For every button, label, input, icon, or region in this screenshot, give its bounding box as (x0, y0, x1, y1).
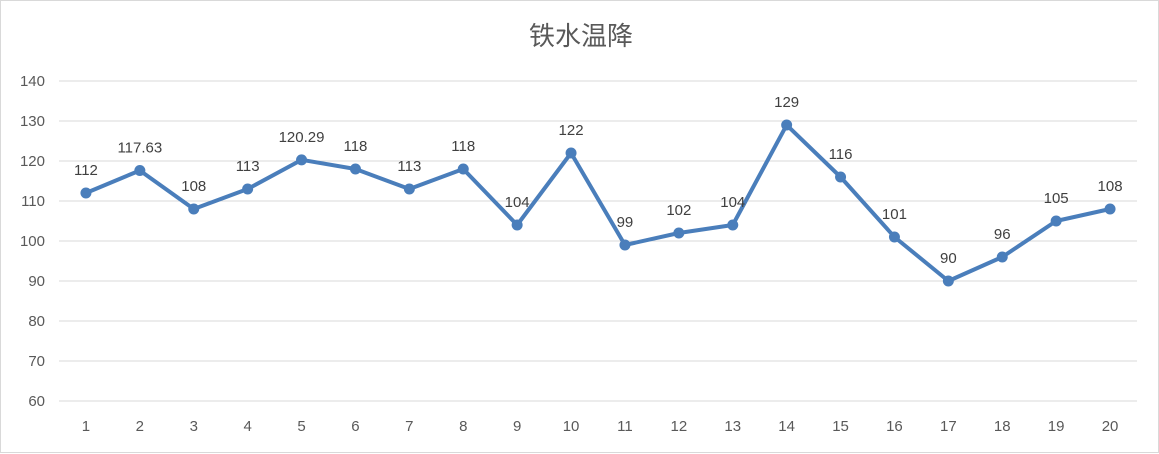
x-tick-label: 3 (190, 418, 198, 435)
data-label: 102 (666, 202, 691, 219)
series-group (80, 119, 1116, 287)
data-point (403, 183, 415, 195)
x-tick-label: 9 (513, 418, 521, 435)
data-point (1050, 215, 1062, 227)
data-point (619, 239, 631, 251)
x-tick-label: 17 (940, 418, 957, 435)
gridlines (59, 80, 1137, 402)
x-tick-label: 10 (563, 418, 580, 435)
x-tick-label: 18 (994, 418, 1011, 435)
data-point (781, 119, 793, 131)
x-tick-label: 7 (405, 418, 413, 435)
data-label: 90 (940, 250, 957, 267)
data-point (996, 251, 1008, 263)
x-tick-label: 11 (617, 418, 633, 435)
series-line (83, 123, 1113, 283)
data-label: 129 (774, 94, 799, 111)
data-point (349, 163, 361, 175)
data-point (242, 183, 254, 195)
data-point (1104, 203, 1116, 215)
data-point (942, 275, 954, 287)
data-label: 104 (505, 194, 530, 211)
x-tick-label: 8 (459, 418, 467, 435)
data-label: 120.29 (279, 129, 325, 146)
data-labels: 112 117.63 108 113 120.29 118 113 118 104 122 99 10… (74, 94, 1123, 267)
data-label: 117.63 (117, 139, 162, 156)
data-point (565, 147, 577, 159)
data-label: 113 (236, 158, 260, 175)
data-point (296, 154, 308, 166)
data-point (188, 203, 200, 215)
x-tick-label: 5 (297, 418, 305, 435)
y-tick-label: 60 (28, 393, 45, 410)
data-point (80, 187, 92, 199)
x-axis-ticks: 1 2 3 4 5 6 7 8 9 10 11 12 13 14 15 16 17 18 19 20 (82, 418, 1119, 435)
data-label: 99 (617, 214, 634, 231)
y-tick-label: 120 (20, 153, 45, 170)
data-label: 118 (343, 138, 367, 155)
y-tick-label: 140 (20, 73, 45, 90)
data-label: 96 (994, 226, 1011, 243)
data-point (727, 219, 739, 231)
data-point (673, 227, 685, 239)
x-tick-label: 1 (82, 418, 90, 435)
data-label: 101 (882, 206, 907, 223)
y-axis-ticks: 60 70 80 90 100 110 120 130 140 (20, 73, 45, 410)
data-label: 104 (720, 194, 745, 211)
data-point (511, 219, 523, 231)
data-label: 108 (181, 178, 206, 195)
data-label: 105 (1044, 190, 1069, 207)
x-tick-label: 16 (886, 418, 903, 435)
x-tick-label: 13 (724, 418, 741, 435)
data-label: 113 (397, 158, 421, 175)
x-tick-label: 15 (832, 418, 849, 435)
data-label: 118 (451, 138, 475, 155)
data-point (888, 231, 900, 243)
data-label: 108 (1098, 178, 1123, 195)
data-label: 116 (829, 146, 853, 163)
data-point (134, 164, 146, 176)
x-tick-label: 2 (136, 418, 144, 435)
y-tick-label: 70 (28, 353, 45, 370)
x-tick-label: 20 (1102, 418, 1119, 435)
x-tick-label: 19 (1048, 418, 1065, 435)
data-label: 112 (74, 162, 98, 179)
x-tick-label: 6 (351, 418, 359, 435)
x-tick-label: 14 (778, 418, 795, 435)
data-point (835, 171, 847, 183)
data-point (457, 163, 469, 175)
y-tick-label: 100 (20, 233, 45, 250)
x-tick-label: 12 (671, 418, 688, 435)
y-tick-label: 80 (28, 313, 45, 330)
y-tick-label: 130 (20, 113, 45, 130)
y-tick-label: 110 (21, 193, 45, 210)
data-label: 122 (559, 122, 584, 139)
chart-title: 铁水温降 (529, 22, 633, 52)
x-tick-label: 4 (243, 418, 251, 435)
y-tick-label: 90 (28, 273, 45, 290)
